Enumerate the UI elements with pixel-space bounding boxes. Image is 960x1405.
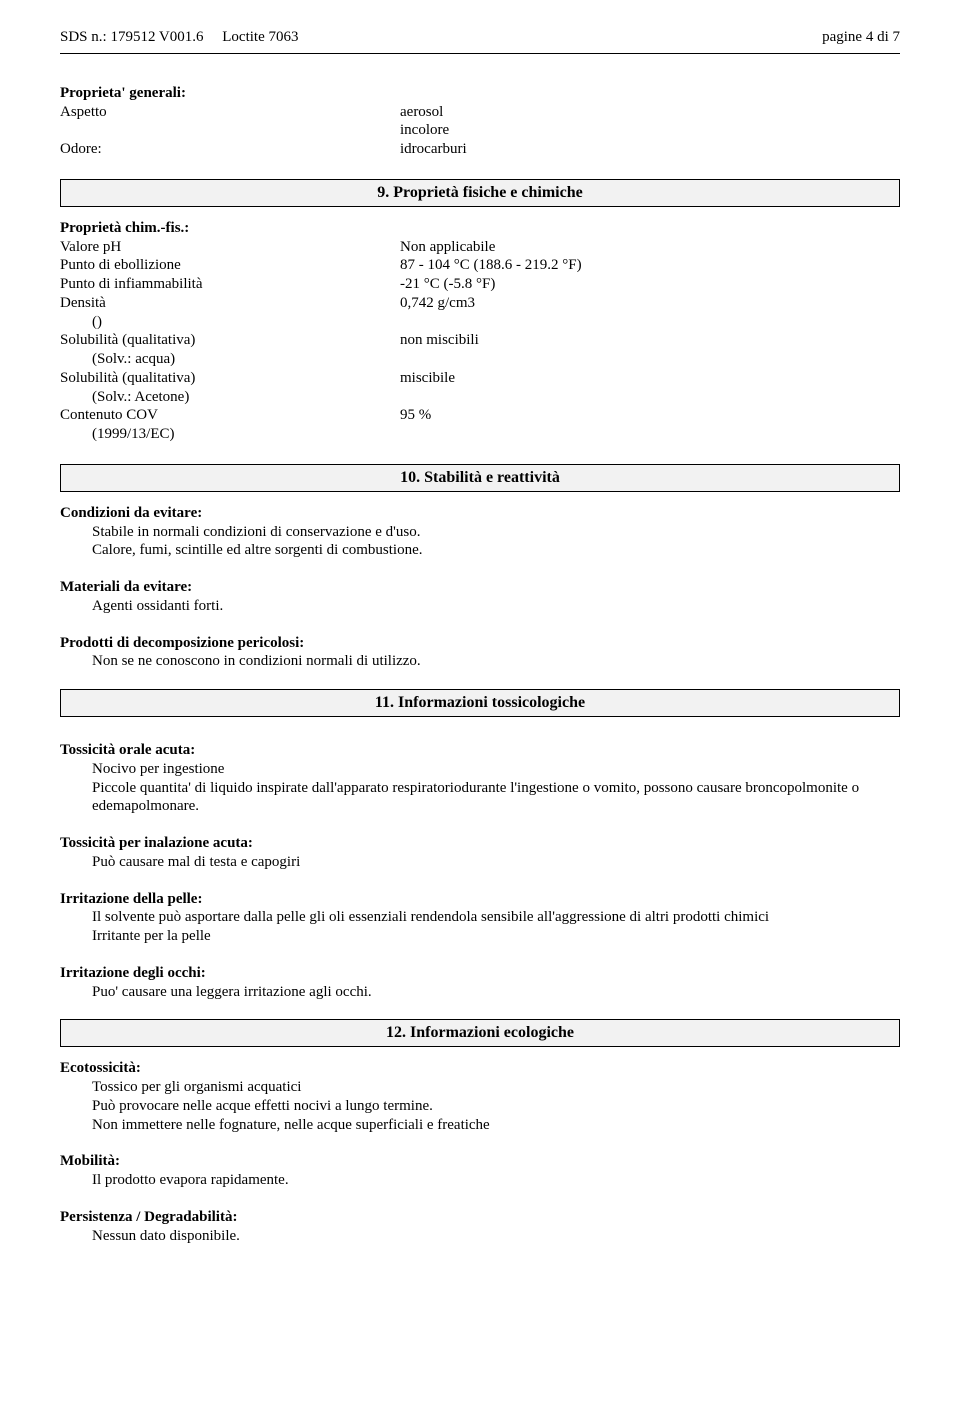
sol2-val: miscibile xyxy=(400,369,900,388)
skin-irritation: Irritazione della pelle: Il solvente può… xyxy=(60,890,900,946)
spacer xyxy=(60,729,900,741)
ph-key: Valore pH xyxy=(60,238,400,257)
inal-line-1: Può causare mal di testa e capogiri xyxy=(60,853,900,872)
section-9-intro: Proprieta' generali: Aspetto aerosol inc… xyxy=(60,84,900,159)
sol2-note: (Solv.: Acetone) xyxy=(60,388,400,407)
sds-label: SDS n.: xyxy=(60,29,107,45)
inal-title: Tossicità per inalazione acuta: xyxy=(60,834,900,853)
product-name: Loctite 7063 xyxy=(222,29,298,45)
oral-line-2: Piccole quantita' di liquido inspirate d… xyxy=(60,779,900,817)
prod-line-1: Non se ne conoscono in condizioni normal… xyxy=(60,652,900,671)
pelle-line-2: Irritante per la pelle xyxy=(60,927,900,946)
header-divider xyxy=(60,53,900,54)
eco-title: Ecotossicità: xyxy=(60,1059,900,1078)
blank-key xyxy=(60,121,400,140)
cov-key: Contenuto COV xyxy=(60,406,400,425)
prod-title: Prodotti di decomposizione pericolosi: xyxy=(60,634,900,653)
oral-toxicity: Tossicità orale acuta: Nocivo per ingest… xyxy=(60,741,900,816)
eco-line-2: Può provocare nelle acque effetti nocivi… xyxy=(60,1097,900,1116)
oral-title: Tossicità orale acuta: xyxy=(60,741,900,760)
aspetto-value-2: incolore xyxy=(400,121,900,140)
density-note: () xyxy=(60,313,400,332)
mob-title: Mobilità: xyxy=(60,1152,900,1171)
occhi-line-1: Puo' causare una leggera irritazione agl… xyxy=(60,983,900,1002)
aspetto-value-1: aerosol xyxy=(400,103,900,122)
pelle-title: Irritazione della pelle: xyxy=(60,890,900,909)
ph-val: Non applicabile xyxy=(400,238,900,257)
cov-val: 95 % xyxy=(400,406,900,425)
density-val: 0,742 g/cm3 xyxy=(400,294,900,313)
cond-line-2: Calore, fumi, scintille ed altre sorgent… xyxy=(60,541,900,560)
oral-line-1: Nocivo per ingestione xyxy=(60,760,900,779)
sol1-key: Solubilità (qualitativa) xyxy=(60,331,400,350)
cond-line-1: Stabile in normali condizioni di conserv… xyxy=(60,523,900,542)
deg-title: Persistenza / Degradabilità: xyxy=(60,1208,900,1227)
mobility: Mobilità: Il prodotto evapora rapidament… xyxy=(60,1152,900,1190)
section-9-heading: 9. Proprietà fisiche e chimiche xyxy=(60,179,900,207)
cov-note: (1999/13/EC) xyxy=(60,425,400,444)
section-10-heading: 10. Stabilità e reattività xyxy=(60,464,900,492)
sol2-key: Solubilità (qualitativa) xyxy=(60,369,400,388)
conditions-to-avoid: Condizioni da evitare: Stabile in normal… xyxy=(60,504,900,560)
odore-label: Odore: xyxy=(60,140,400,159)
sds-value: 179512 V001.6 xyxy=(110,29,203,45)
inhalation-toxicity: Tossicità per inalazione acuta: Può caus… xyxy=(60,834,900,872)
mat-line-1: Agenti ossidanti forti. xyxy=(60,597,900,616)
aspetto-label: Aspetto xyxy=(60,103,400,122)
page-header: SDS n.: 179512 V001.6 Loctite 7063 pagin… xyxy=(60,28,900,47)
mob-line-1: Il prodotto evapora rapidamente. xyxy=(60,1171,900,1190)
eye-irritation: Irritazione degli occhi: Puo' causare un… xyxy=(60,964,900,1002)
sol1-note: (Solv.: acqua) xyxy=(60,350,400,369)
boil-key: Punto di ebollizione xyxy=(60,256,400,275)
odore-value: idrocarburi xyxy=(400,140,900,159)
materials-to-avoid: Materiali da evitare: Agenti ossidanti f… xyxy=(60,578,900,616)
header-left: SDS n.: 179512 V001.6 Loctite 7063 xyxy=(60,28,298,47)
sol1-val: non miscibili xyxy=(400,331,900,350)
section-12-heading: 12. Informazioni ecologiche xyxy=(60,1019,900,1047)
pelle-line-1: Il solvente può asportare dalla pelle gl… xyxy=(60,908,900,927)
page-number: pagine 4 di 7 xyxy=(822,28,900,47)
flash-key: Punto di infiammabilità xyxy=(60,275,400,294)
section-11-heading: 11. Informazioni tossicologiche xyxy=(60,689,900,717)
ecotoxicity: Ecotossicità: Tossico per gli organismi … xyxy=(60,1059,900,1134)
cond-title: Condizioni da evitare: xyxy=(60,504,900,523)
deg-line-1: Nessun dato disponibile. xyxy=(60,1227,900,1246)
density-key: Densità xyxy=(60,294,400,313)
flash-val: -21 °C (-5.8 °F) xyxy=(400,275,900,294)
eco-line-3: Non immettere nelle fognature, nelle acq… xyxy=(60,1116,900,1135)
mat-title: Materiali da evitare: xyxy=(60,578,900,597)
boil-val: 87 - 104 °C (188.6 - 219.2 °F) xyxy=(400,256,900,275)
section-9-chimfis: Proprietà chim.-fis.: Valore pHNon appli… xyxy=(60,219,900,444)
persistence: Persistenza / Degradabilità: Nessun dato… xyxy=(60,1208,900,1246)
occhi-title: Irritazione degli occhi: xyxy=(60,964,900,983)
eco-line-1: Tossico per gli organismi acquatici xyxy=(60,1078,900,1097)
decomposition-products: Prodotti di decomposizione pericolosi: N… xyxy=(60,634,900,672)
chimfis-title: Proprietà chim.-fis.: xyxy=(60,219,900,238)
general-props-title: Proprieta' generali: xyxy=(60,84,900,103)
